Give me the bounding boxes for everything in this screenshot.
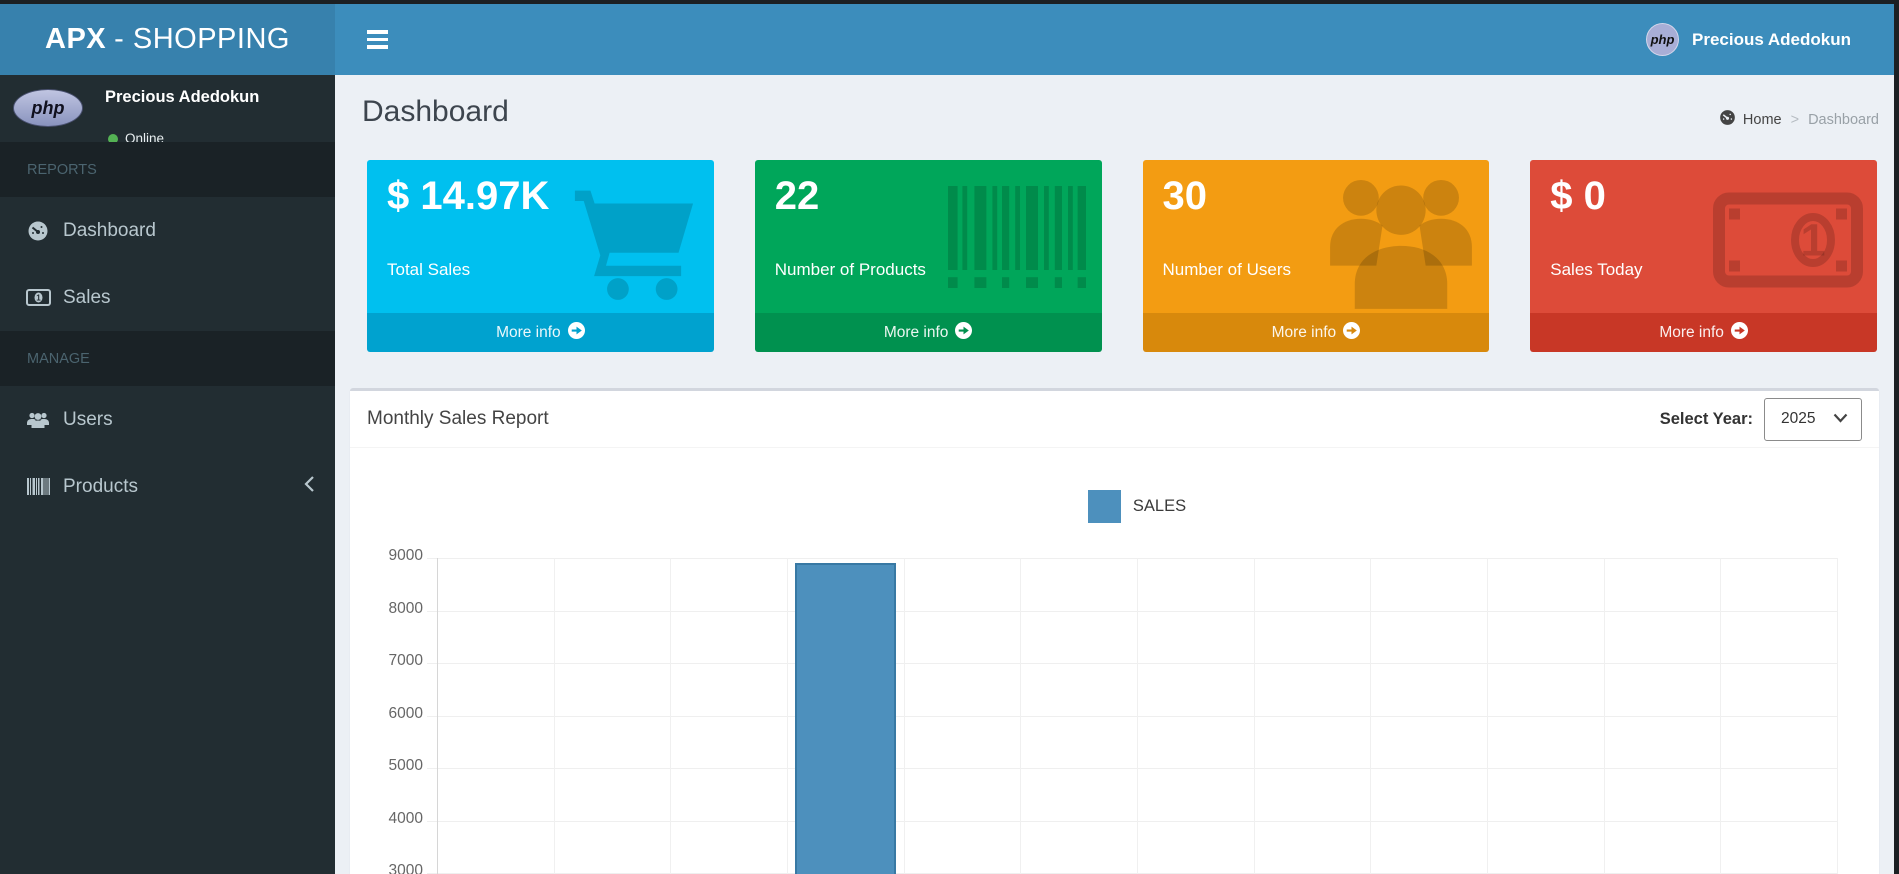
sidebar-item-label: Products	[63, 475, 138, 497]
info-box-products: 22 Number of Products More info	[754, 160, 1102, 352]
user-avatar: php	[1645, 23, 1679, 56]
arrow-circle-icon	[955, 321, 973, 344]
arrow-circle-icon	[567, 321, 585, 344]
users-count-label: Number of Users	[1162, 260, 1291, 279]
sidebar-user-panel: php Precious Adedokun Online	[0, 75, 335, 142]
more-info-link[interactable]: More info	[1530, 313, 1877, 352]
sales-today-label: Sales Today	[1550, 260, 1643, 279]
users-icon	[1327, 172, 1475, 315]
sidebar-item-sales[interactable]: 1 Sales	[0, 264, 335, 331]
legend-swatch	[1087, 490, 1121, 523]
info-box-users: 30 Number of Users More info	[1142, 160, 1490, 352]
sidebar-section-reports: REPORTS	[0, 142, 335, 197]
sidebar-item-dashboard[interactable]: Dashboard	[0, 197, 335, 264]
legend-label: SALES	[1132, 497, 1187, 515]
svg-text:1: 1	[36, 294, 41, 303]
money-icon: 1	[25, 289, 51, 306]
cart-icon	[571, 188, 698, 307]
sidebar-section-manage: MANAGE	[0, 331, 335, 386]
info-boxes-row: $ 14.97K Total Sales More info 22 Numbe	[367, 160, 1877, 352]
users-icon	[25, 411, 51, 428]
window-frame-top	[0, 0, 1899, 4]
avatar: php	[13, 89, 83, 127]
status-label: Online	[125, 131, 165, 142]
chevron-left-icon	[304, 475, 315, 499]
sidebar-username: Precious Adedokun	[105, 88, 260, 106]
total-sales-value: $ 14.97K	[387, 174, 550, 218]
brand-bold: APX	[45, 23, 107, 55]
total-sales-label: Total Sales	[387, 260, 471, 279]
barcode-icon	[947, 182, 1086, 297]
window-scrollbar-edge	[1894, 0, 1899, 874]
online-status-icon	[108, 133, 118, 142]
year-select-value: 2025	[1781, 410, 1816, 427]
navbar: php Precious Adedokun	[335, 4, 1899, 75]
brand-rest: - SHOPPING	[114, 23, 290, 55]
user-status-link[interactable]: Online	[108, 131, 164, 142]
info-box-total-sales: $ 14.97K Total Sales More info	[367, 160, 714, 352]
more-info-link[interactable]: More info	[754, 313, 1102, 352]
svg-text:1: 1	[1800, 215, 1825, 266]
brand-logo[interactable]: APX - SHOPPING	[0, 4, 335, 75]
breadcrumb-current: Dashboard	[1808, 111, 1879, 128]
arrow-circle-icon	[1730, 321, 1748, 344]
chevron-down-icon	[1833, 410, 1848, 428]
money-icon: 1	[1713, 192, 1864, 293]
hamburger-icon	[366, 30, 388, 34]
barcode-icon	[25, 478, 51, 495]
chart-legend[interactable]: SALES	[437, 490, 1837, 523]
info-box-sales-today: $ 0 Sales Today 1 More info	[1530, 160, 1877, 352]
users-count-value: 30	[1162, 174, 1208, 218]
products-count-label: Number of Products	[774, 260, 926, 279]
year-select[interactable]: 2025	[1764, 397, 1862, 441]
monthly-sales-panel: Monthly Sales Report Select Year: 2025	[350, 388, 1879, 874]
gauge-icon	[25, 220, 51, 242]
more-info-link[interactable]: More info	[1142, 313, 1490, 352]
sidebar-toggle-button[interactable]	[347, 4, 407, 75]
navbar-username: Precious Adedokun	[1691, 29, 1851, 49]
sidebar-item-label: Dashboard	[63, 219, 156, 241]
select-year-label: Select Year:	[1659, 409, 1753, 428]
breadcrumb-home-link[interactable]: Home	[1719, 109, 1782, 130]
panel-header: Monthly Sales Report Select Year: 2025	[350, 391, 1879, 448]
sidebar-item-label: Users	[63, 408, 113, 430]
navbar-user-menu[interactable]: php Precious Adedokun	[1645, 4, 1851, 75]
products-count-value: 22	[774, 174, 820, 218]
sidebar: php Precious Adedokun Online REPORTS Das…	[0, 75, 335, 874]
panel-title: Monthly Sales Report	[367, 408, 549, 429]
page-title: Dashboard	[362, 95, 509, 128]
breadcrumb-separator: >	[1790, 111, 1800, 128]
sidebar-item-products[interactable]: Products	[0, 453, 335, 520]
arrow-circle-icon	[1343, 321, 1361, 344]
sidebar-item-label: Sales	[63, 286, 111, 308]
sidebar-item-users[interactable]: Users	[0, 386, 335, 453]
sales-today-value: $ 0	[1550, 174, 1606, 218]
top-navbar: APX - SHOPPING php Precious Adedokun	[0, 4, 1899, 75]
gauge-icon	[1719, 109, 1736, 130]
breadcrumb: Home > Dashboard	[1719, 109, 1879, 130]
more-info-link[interactable]: More info	[367, 313, 714, 352]
main-content: Dashboard Home > Dashboard $ 14.97K Tota…	[335, 75, 1894, 874]
